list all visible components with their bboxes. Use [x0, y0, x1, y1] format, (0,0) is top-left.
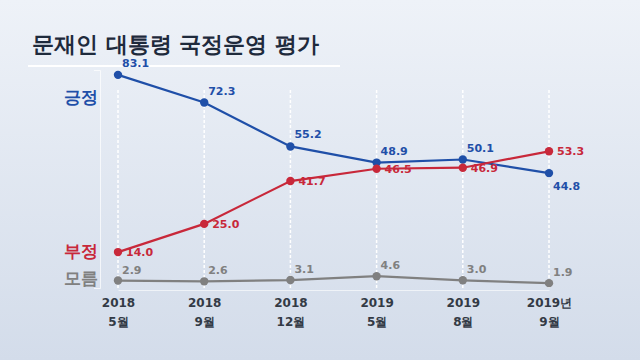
grid-line [462, 90, 464, 290]
data-label: 55.2 [294, 128, 321, 141]
series-name: 부정 [64, 241, 98, 261]
data-label: 14.0 [126, 246, 153, 259]
data-label: 41.7 [298, 175, 325, 188]
marker [459, 164, 467, 172]
title: 문재인 대통령 국정운영 평가 [32, 32, 319, 57]
x-tick-label: 20198월 [447, 296, 480, 329]
data-label: 2.9 [122, 264, 142, 277]
x-tick: 201812월 [274, 290, 307, 329]
x-axis: 20185월 20189월 201812월 20195월 20198월 2019년9월 [102, 290, 572, 329]
data-label: 50.1 [467, 142, 494, 155]
data-label: 46.5 [385, 163, 412, 176]
marker [372, 165, 380, 173]
x-tick-label: 20185월 [102, 296, 135, 329]
chart: 문재인 대통령 국정운영 평가 20185월 20189월 201812월 20195월… [0, 0, 640, 360]
data-label: 25.0 [212, 218, 239, 231]
x-tick: 20195월 [360, 290, 393, 329]
series-name: 모름 [64, 268, 98, 288]
grid-line [548, 90, 550, 290]
data-label: 46.9 [471, 162, 498, 175]
x-axis-line [119, 290, 550, 291]
grid-line [376, 90, 378, 290]
grid [118, 90, 549, 290]
series-line [118, 276, 549, 283]
data-label: 3.1 [294, 263, 314, 276]
data-label: 1.9 [553, 266, 573, 279]
marker [286, 142, 294, 150]
marker [200, 220, 208, 228]
grid-line [290, 90, 292, 290]
x-tick-label: 20195월 [360, 296, 393, 329]
title-underline [28, 65, 340, 67]
data-label: 4.6 [381, 259, 401, 272]
x-tick: 20198월 [447, 290, 480, 329]
series-line [118, 75, 549, 173]
marker [200, 277, 208, 285]
x-tick-label: 2019년9월 [527, 296, 572, 329]
plot-area [114, 71, 553, 288]
data-labels: 83.1 72.3 55.2 48.9 50.1 44.8 14.0 25.0 41.7 46.5… [122, 57, 584, 279]
marker [286, 177, 294, 185]
series-name: 긍정 [64, 87, 98, 107]
data-label: 53.3 [557, 145, 584, 158]
data-label: 83.1 [122, 57, 149, 70]
x-tick: 20185월 [102, 290, 135, 329]
data-label: 72.3 [208, 85, 235, 98]
x-tick-label: 20189월 [188, 296, 221, 329]
marker [114, 71, 122, 79]
marker [545, 279, 553, 287]
data-label: 44.8 [553, 180, 580, 193]
marker [286, 276, 294, 284]
marker [114, 248, 122, 256]
marker [372, 272, 380, 280]
x-tick-label: 201812월 [274, 296, 307, 329]
series-line [118, 151, 549, 252]
grid-line [203, 90, 205, 290]
grid-line [117, 90, 119, 290]
marker [545, 147, 553, 155]
marker [459, 276, 467, 284]
marker [114, 276, 122, 284]
x-tick: 20189월 [188, 290, 221, 329]
marker [200, 98, 208, 106]
data-label: 48.9 [381, 145, 408, 158]
background [0, 0, 640, 360]
marker [459, 155, 467, 163]
data-label: 2.6 [208, 264, 228, 277]
data-label: 3.0 [467, 263, 487, 276]
marker [545, 169, 553, 177]
x-tick: 2019년9월 [527, 290, 572, 329]
